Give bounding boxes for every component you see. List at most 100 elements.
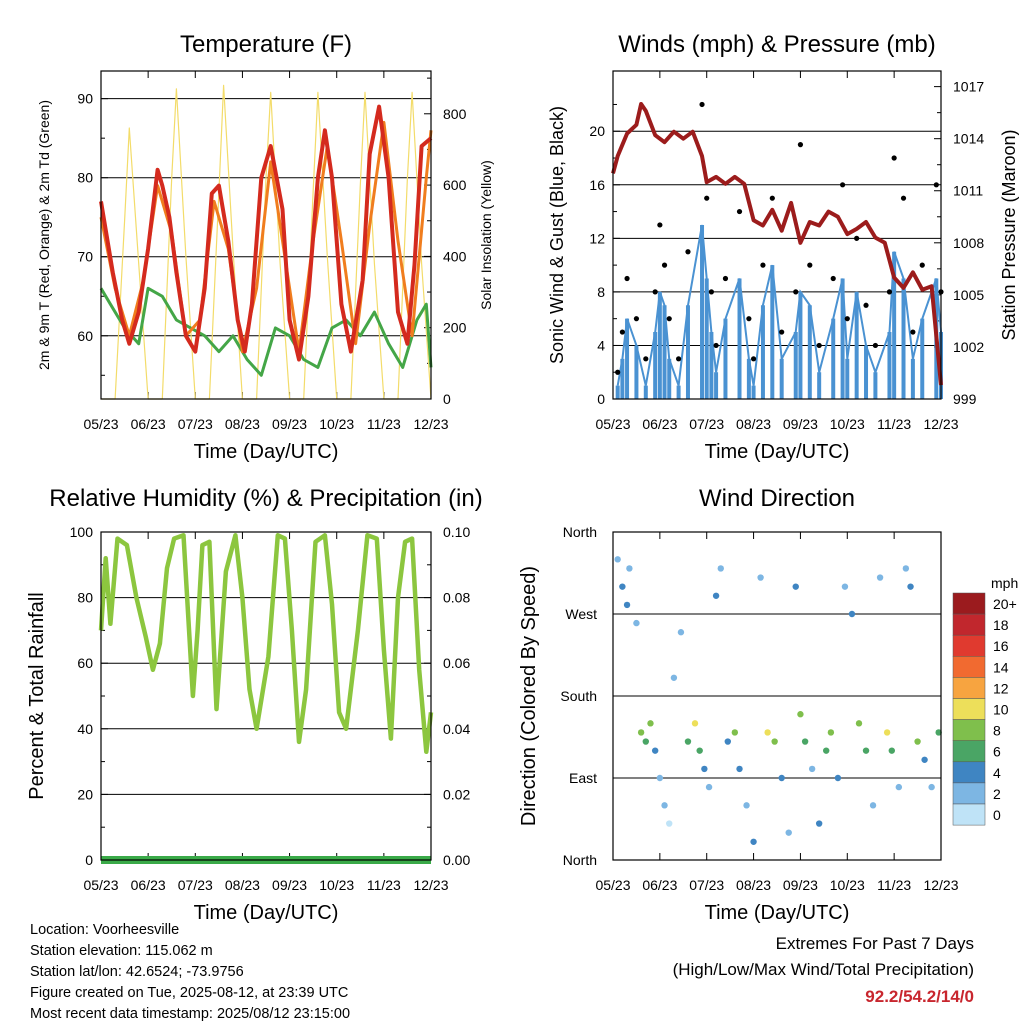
- y2-tick-label: 0: [443, 391, 451, 407]
- x-tick-label: 10/23: [830, 877, 865, 893]
- wind-direction-point: [928, 783, 935, 791]
- wind-direction-point: [876, 574, 884, 581]
- y-tick-label: 0: [597, 391, 605, 407]
- wind-speed-line: [616, 224, 942, 386]
- wind-direction-point: [815, 820, 823, 827]
- x-tick-label: 10/23: [319, 416, 354, 432]
- legend-swatch: [952, 634, 986, 657]
- wind-direction-point: [614, 556, 621, 563]
- wind-direction-point: [827, 729, 835, 736]
- y-tick-label: 90: [77, 91, 93, 107]
- y2-tick-label: 1011: [953, 183, 983, 199]
- wind-direction-point: [778, 774, 785, 782]
- wind-direction-point: [785, 829, 792, 836]
- plot-frame: [612, 531, 942, 861]
- wind-direction-point: [731, 729, 739, 736]
- wind-direction-point: [619, 583, 626, 590]
- x-tick-label: 07/23: [178, 416, 213, 432]
- y2-tick-label: 1017: [953, 79, 984, 95]
- y2-tick-label: 800: [443, 106, 467, 122]
- wind-gust-point: [652, 289, 658, 295]
- wind-direction-point: [626, 565, 633, 572]
- y-tick-label: North: [563, 524, 597, 540]
- wind-gust-point: [830, 275, 836, 282]
- wind-direction-point: [883, 729, 891, 736]
- latlon-text: Station lat/lon: 42.6524; -73.9756: [30, 964, 244, 980]
- created-text: Figure created on Tue, 2025-08-12, at 23…: [30, 985, 349, 1001]
- y2-axis-label: Solar Insolation (Yellow): [478, 160, 494, 310]
- recent-timestamp-text: Most recent data timestamp: 2025/08/12 2…: [30, 1006, 351, 1022]
- legend-label: 12: [993, 680, 1009, 696]
- y-tick-label: South: [560, 688, 597, 704]
- y-tick-label: 0: [85, 852, 93, 868]
- wind-gust-point: [750, 356, 757, 362]
- y2-tick-label: 0.02: [443, 786, 470, 802]
- wind-gust-point: [919, 262, 925, 268]
- wind-gust-point: [807, 262, 813, 268]
- x-tick-label: 08/23: [225, 416, 260, 432]
- extremes-heading: Extremes For Past 7 Days: [775, 934, 974, 953]
- wind-direction-point: [764, 729, 771, 736]
- wind-gust-point: [661, 262, 668, 268]
- x-axis-label: Time (Day/UTC): [194, 441, 339, 463]
- legend-label: 14: [993, 659, 1009, 675]
- y-tick-label: 12: [589, 230, 605, 246]
- legend-label: 18: [993, 617, 1009, 633]
- legend-label: 16: [993, 638, 1009, 654]
- x-tick-label: 11/23: [877, 877, 911, 893]
- wind-gust-point: [666, 316, 672, 322]
- x-tick-label: 12/23: [923, 877, 958, 893]
- wind-direction-point: [637, 729, 645, 736]
- wind-direction-point: [661, 802, 668, 809]
- wind-gust-point: [793, 289, 799, 295]
- y2-tick-label: 999: [953, 391, 977, 407]
- y2-tick-label: 0.04: [443, 721, 470, 737]
- wind-direction-point: [907, 583, 914, 590]
- legend-swatch: [952, 613, 986, 636]
- x-tick-label: 05/23: [83, 877, 118, 893]
- legend-swatch: [952, 761, 986, 784]
- y-tick-label: 16: [589, 177, 605, 193]
- legend-swatch: [952, 656, 986, 678]
- y2-tick-label: 1002: [953, 339, 984, 355]
- wind-gust-point: [676, 356, 682, 362]
- x-tick-label: 10/23: [319, 877, 354, 893]
- x-tick-label: 05/23: [595, 416, 630, 432]
- y2-tick-label: 1008: [953, 235, 984, 251]
- wind-gust-point: [704, 195, 710, 201]
- legend-swatch: [952, 698, 986, 720]
- y-tick-label: 80: [77, 170, 93, 186]
- panel-title: Relative Humidity (%) & Precipitation (i…: [49, 485, 482, 512]
- panel-title: Winds (mph) & Pressure (mb): [618, 31, 935, 58]
- y-tick-label: 70: [77, 249, 93, 265]
- wind-direction-point: [750, 838, 757, 845]
- legend-label: 20+: [993, 596, 1017, 612]
- plot-frame: [100, 70, 432, 400]
- x-tick-label: 08/23: [736, 877, 771, 893]
- y2-tick-label: 1014: [953, 131, 984, 147]
- wind-gust-point: [933, 182, 939, 188]
- wind-direction-point: [862, 747, 870, 754]
- x-tick-label: 11/23: [367, 877, 401, 893]
- wind-gust-point: [779, 329, 785, 335]
- wind-direction-point: [642, 738, 649, 745]
- panel-title: Wind Direction: [699, 485, 855, 512]
- y2-tick-label: 0.06: [443, 655, 470, 671]
- wind-gust-point: [746, 316, 752, 322]
- wind-gust-point: [633, 316, 640, 322]
- wind-gust-point: [769, 195, 775, 201]
- x-axis-label: Time (Day/UTC): [194, 902, 339, 924]
- legend-label: 0: [993, 807, 1001, 823]
- x-axis-label: Time (Day/UTC): [705, 441, 850, 463]
- wind-direction-point: [797, 711, 804, 718]
- y-axis-label: 2m & 9m T (Red, Orange) & 2m Td (Green): [36, 100, 52, 370]
- wind-gust-point: [713, 342, 719, 349]
- wind-gust-point: [615, 369, 621, 375]
- wind-direction-point: [705, 783, 713, 791]
- y2-tick-label: 200: [443, 320, 467, 336]
- y2-tick-label: 400: [443, 248, 467, 264]
- wind-direction-point: [691, 720, 699, 727]
- wind-direction-point: [895, 783, 903, 791]
- wind-direction-point: [743, 802, 750, 809]
- wind-direction-point: [651, 747, 659, 754]
